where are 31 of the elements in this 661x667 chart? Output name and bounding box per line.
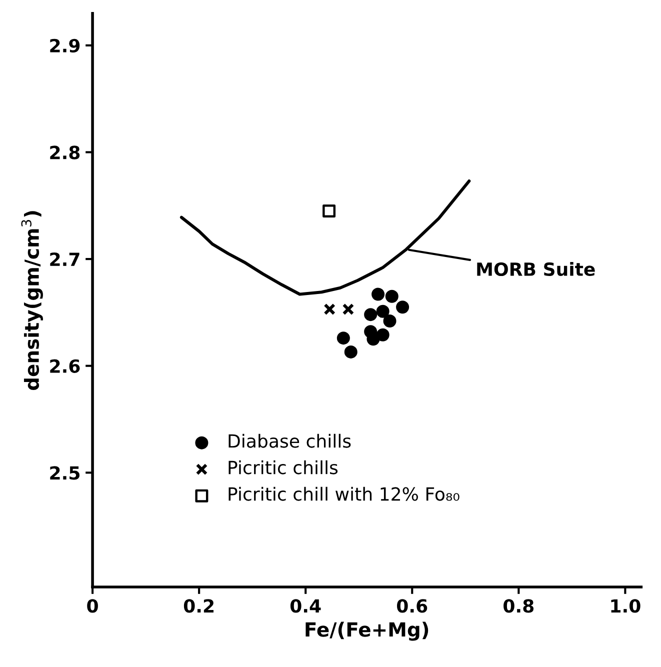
point [376, 304, 390, 318]
y-tick-label: 2.5 [50, 466, 80, 480]
point [344, 345, 358, 358]
legend-label: Diabase chills [228, 434, 351, 448]
point [385, 290, 398, 303]
annotation: MORB Suite [477, 262, 595, 276]
point [372, 288, 385, 301]
y-tick-label: 2.8 [50, 146, 80, 160]
x-axis-title: Fe/(Fe+Mg) [306, 622, 428, 641]
point [322, 204, 336, 218]
line-series [180, 180, 471, 296]
y-tick-label: 2.6 [50, 359, 80, 373]
x-tick-label: 0.4 [290, 599, 321, 613]
legend-label: Picritic chills [228, 460, 338, 474]
point [336, 332, 350, 345]
y-axis-title: density(gm/cm$^{3}$) [21, 211, 43, 390]
point [324, 303, 336, 316]
x-tick-label: 0.6 [397, 599, 428, 613]
point [383, 314, 396, 328]
y-tick-label: 2.9 [50, 38, 80, 52]
point [396, 300, 410, 314]
x-tick-label: 1.0 [611, 599, 640, 613]
y-tick-label: 2.7 [50, 252, 80, 266]
point [366, 332, 380, 346]
point [364, 308, 378, 322]
legend-label: Picritic chill with 12% Fo₈₀ [228, 486, 460, 501]
x-tick-label: 0.2 [184, 599, 214, 613]
point [376, 328, 390, 342]
point [342, 303, 354, 316]
x-tick-label: 0.8 [504, 599, 534, 613]
x-tick-label: 0 [87, 599, 98, 613]
